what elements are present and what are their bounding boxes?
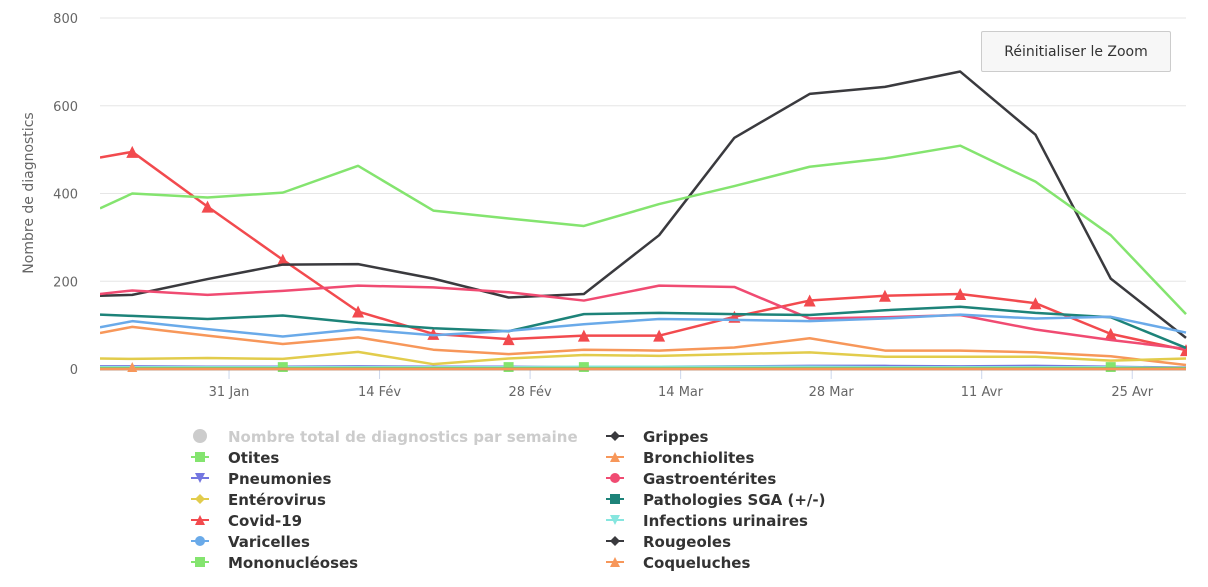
y-tick-label: 200 [53, 275, 78, 290]
x-tick-label: 14 Mar [658, 385, 704, 400]
x-tick-label: 14 Fév [358, 385, 401, 400]
legend-label: Entérovirus [228, 491, 326, 509]
data-point-marker [427, 327, 440, 340]
circle-icon [195, 536, 205, 546]
data-point-marker [126, 145, 139, 158]
data-point-marker [878, 289, 891, 302]
legend-label: Varicelles [228, 533, 310, 551]
data-point-marker [127, 362, 138, 372]
y-tick-label: 800 [53, 12, 78, 27]
legend-label: Infections urinaires [643, 512, 808, 530]
square-icon [195, 557, 205, 567]
diamond-icon [610, 536, 620, 546]
legend-item[interactable]: Pneumonies [191, 470, 331, 488]
series-grippes [100, 70, 1187, 339]
legend-item[interactable]: Infections urinaires [606, 512, 808, 530]
reset-zoom-button[interactable]: Réinitialiser le Zoom [981, 31, 1171, 72]
legend-label: Coqueluches [643, 554, 750, 572]
series-line [100, 313, 1187, 338]
square-icon [610, 494, 620, 504]
series-line [100, 325, 1187, 367]
series-ent-rovirus [100, 350, 1187, 366]
legend: Nombre total de diagnostics par semaine O… [191, 428, 825, 572]
legend-item[interactable]: Otites [191, 449, 279, 467]
legend-label: Covid-19 [228, 512, 302, 530]
legend-label: Pneumonies [228, 470, 331, 488]
legend-item[interactable]: Grippes [606, 428, 708, 446]
legend-item[interactable]: Entérovirus [191, 491, 326, 509]
data-point-marker [803, 294, 816, 307]
legend-item[interactable]: Covid-19 [191, 512, 302, 530]
x-tick-label: 31 Jan [209, 385, 250, 400]
data-point-marker [201, 200, 214, 213]
legend-item[interactable]: Pathologies SGA (+/-) [606, 491, 825, 509]
legend-item[interactable]: Coqueluches [606, 554, 750, 572]
legend-item[interactable]: Varicelles [191, 533, 310, 551]
y-tick-label: 0 [70, 363, 78, 378]
legend-label: Bronchiolites [643, 449, 754, 467]
legend-label: Grippes [643, 428, 708, 446]
x-tick-label: 25 Avr [1111, 385, 1153, 400]
x-tick-label: 28 Fév [509, 385, 552, 400]
legend-item[interactable]: Gastroentérites [606, 470, 776, 488]
legend-label: Pathologies SGA (+/-) [643, 491, 825, 509]
legend-item[interactable]: Mononucléoses [191, 554, 358, 572]
x-tick-label: 11 Avr [961, 385, 1003, 400]
series-varicelles [100, 313, 1187, 338]
legend-item[interactable]: Nombre total de diagnostics par semaine [193, 428, 578, 446]
legend-label: Rougeoles [643, 533, 731, 551]
triangle-icon [195, 515, 205, 525]
square-icon [195, 452, 205, 462]
legend-item[interactable]: Bronchiolites [606, 449, 754, 467]
data-point-marker [352, 305, 365, 318]
x-tick-label: 28 Mar [809, 385, 855, 400]
data-point-marker [277, 362, 288, 372]
legend-label: Otites [228, 449, 279, 467]
data-point-marker [954, 287, 967, 300]
x-axis: 31 Jan 14 Fév 28 Fév 14 Mar 28 Mar 11 Avr 25 A… [100, 369, 1186, 400]
y-axis-title: Nombre de diagnostics [21, 112, 37, 273]
series-line [100, 284, 1187, 351]
series-mononucl-oses [100, 362, 1186, 372]
data-point-marker [577, 329, 590, 342]
data-point-marker [503, 362, 514, 372]
series-line [100, 350, 1187, 366]
series-bronchiolites [100, 325, 1187, 367]
y-tick-label: 400 [53, 188, 78, 203]
legend-label: Gastroentérites [643, 470, 776, 488]
series-line [100, 70, 1187, 339]
y-tick-label: 600 [53, 100, 78, 115]
series-coqueluches [100, 362, 1186, 372]
circle-icon [193, 429, 207, 443]
triangle-down-icon [610, 515, 620, 525]
series-otites [100, 144, 1187, 316]
triangle-icon [610, 452, 620, 462]
data-point-marker [1105, 362, 1116, 372]
legend-label: Nombre total de diagnostics par semaine [228, 428, 578, 446]
data-point-marker [1029, 297, 1042, 310]
legend-label: Mononucléoses [228, 554, 358, 572]
series-gastroent-rites [100, 284, 1187, 351]
data-point-marker [653, 329, 666, 342]
diamond-icon [195, 494, 205, 504]
data-point-marker [276, 253, 289, 266]
series-pathologies-sga- [100, 305, 1187, 350]
triangle-down-icon [195, 473, 205, 483]
triangle-icon [610, 557, 620, 567]
series-line [100, 305, 1187, 350]
diamond-icon [610, 431, 620, 441]
series-line [100, 150, 1187, 352]
circle-icon [610, 473, 620, 483]
data-point-marker [1104, 327, 1117, 340]
legend-item[interactable]: Rougeoles [606, 533, 731, 551]
series-group [100, 70, 1187, 372]
data-point-marker [502, 333, 515, 346]
data-point-marker [578, 362, 589, 372]
series-line [100, 144, 1187, 316]
y-axis: 0 200 400 600 800 [53, 12, 78, 378]
